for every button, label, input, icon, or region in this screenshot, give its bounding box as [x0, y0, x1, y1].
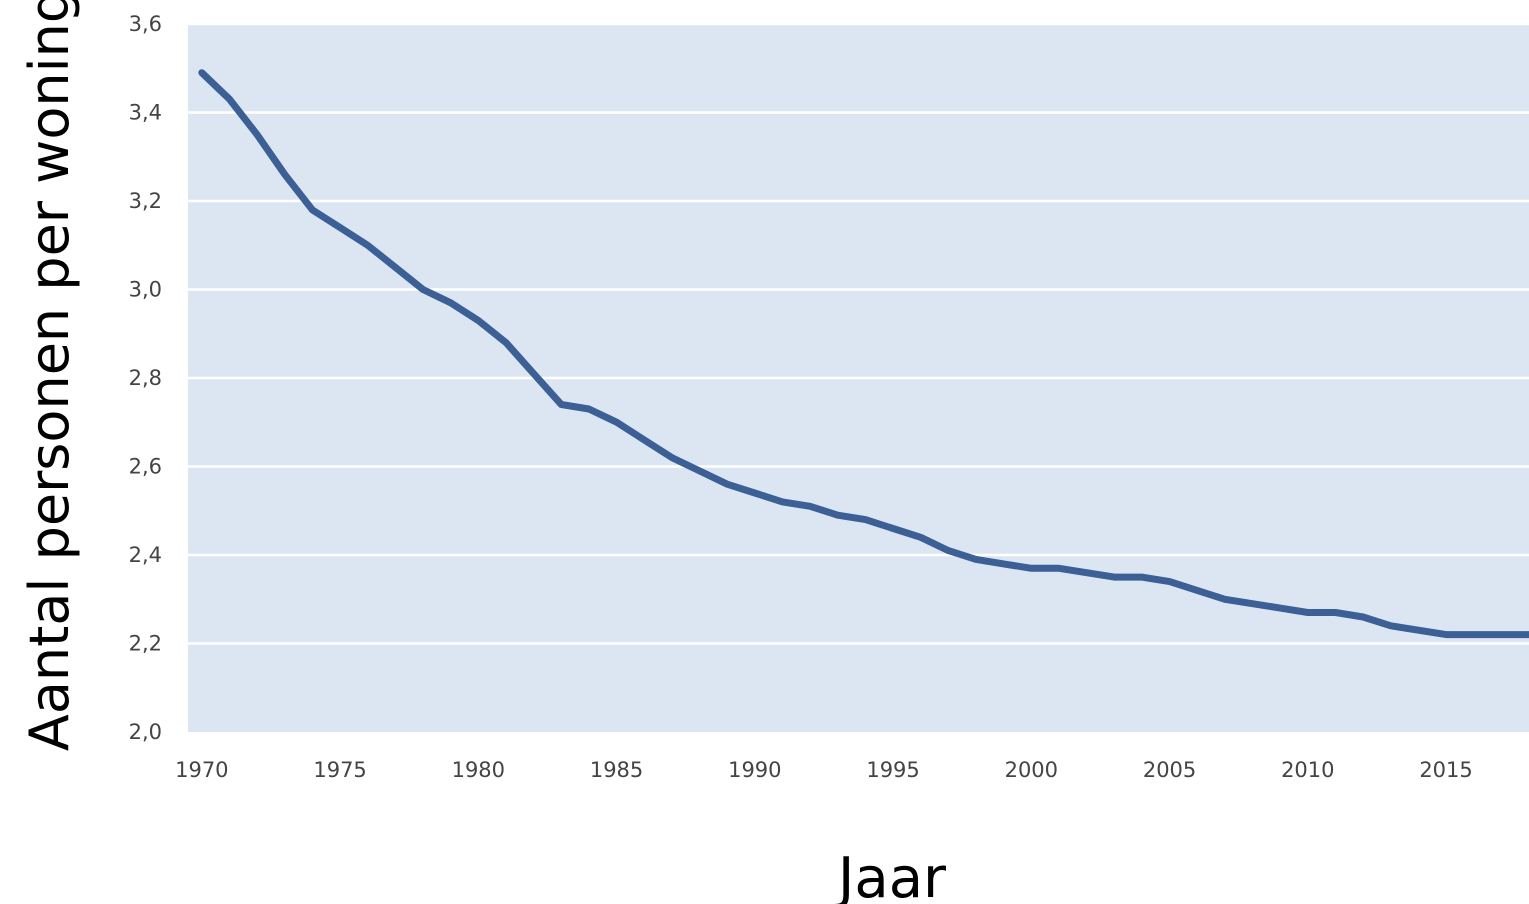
- y-tick-label: 2,8: [129, 366, 162, 390]
- x-tick-label: 2000: [1005, 758, 1058, 782]
- x-axis-tick-labels: 1970 1975 1980 1985 1990 1995 2000 2005 2010 2015: [175, 758, 1473, 782]
- y-tick-label: 3,0: [129, 278, 162, 302]
- x-tick-label: 2010: [1281, 758, 1334, 782]
- x-axis-title: Jaar: [835, 846, 947, 904]
- x-tick-label: 1980: [452, 758, 505, 782]
- x-tick-label: 2005: [1143, 758, 1196, 782]
- y-tick-label: 2,4: [129, 543, 162, 567]
- y-tick-label: 3,6: [129, 12, 162, 36]
- y-tick-label: 2,6: [129, 455, 162, 479]
- x-tick-label: 2015: [1419, 758, 1472, 782]
- y-tick-label: 3,4: [129, 101, 162, 125]
- x-tick-label: 1985: [590, 758, 643, 782]
- x-tick-label: 1995: [866, 758, 919, 782]
- x-tick-label: 1970: [175, 758, 228, 782]
- grid-lines: [188, 22, 1529, 645]
- x-tick-label: 1975: [313, 758, 366, 782]
- y-tick-label: 2,0: [129, 720, 162, 744]
- y-axis-tick-labels: 2,0 2,2 2,4 2,6 2,8 3,0 3,2 3,4 3,6: [129, 12, 162, 744]
- series-line: [198, 69, 1529, 639]
- y-tick-label: 3,2: [129, 189, 162, 213]
- x-tick-label: 1990: [728, 758, 781, 782]
- y-tick-label: 2,2: [129, 632, 162, 656]
- y-axis-title: Aantal personen per woning: [18, 0, 81, 751]
